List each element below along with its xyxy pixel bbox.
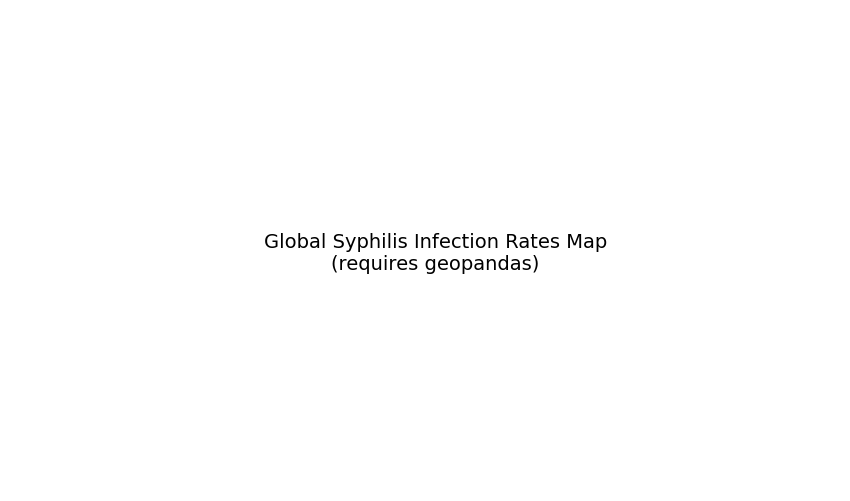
Text: Global Syphilis Infection Rates Map
(requires geopandas): Global Syphilis Infection Rates Map (req… [264,232,607,274]
